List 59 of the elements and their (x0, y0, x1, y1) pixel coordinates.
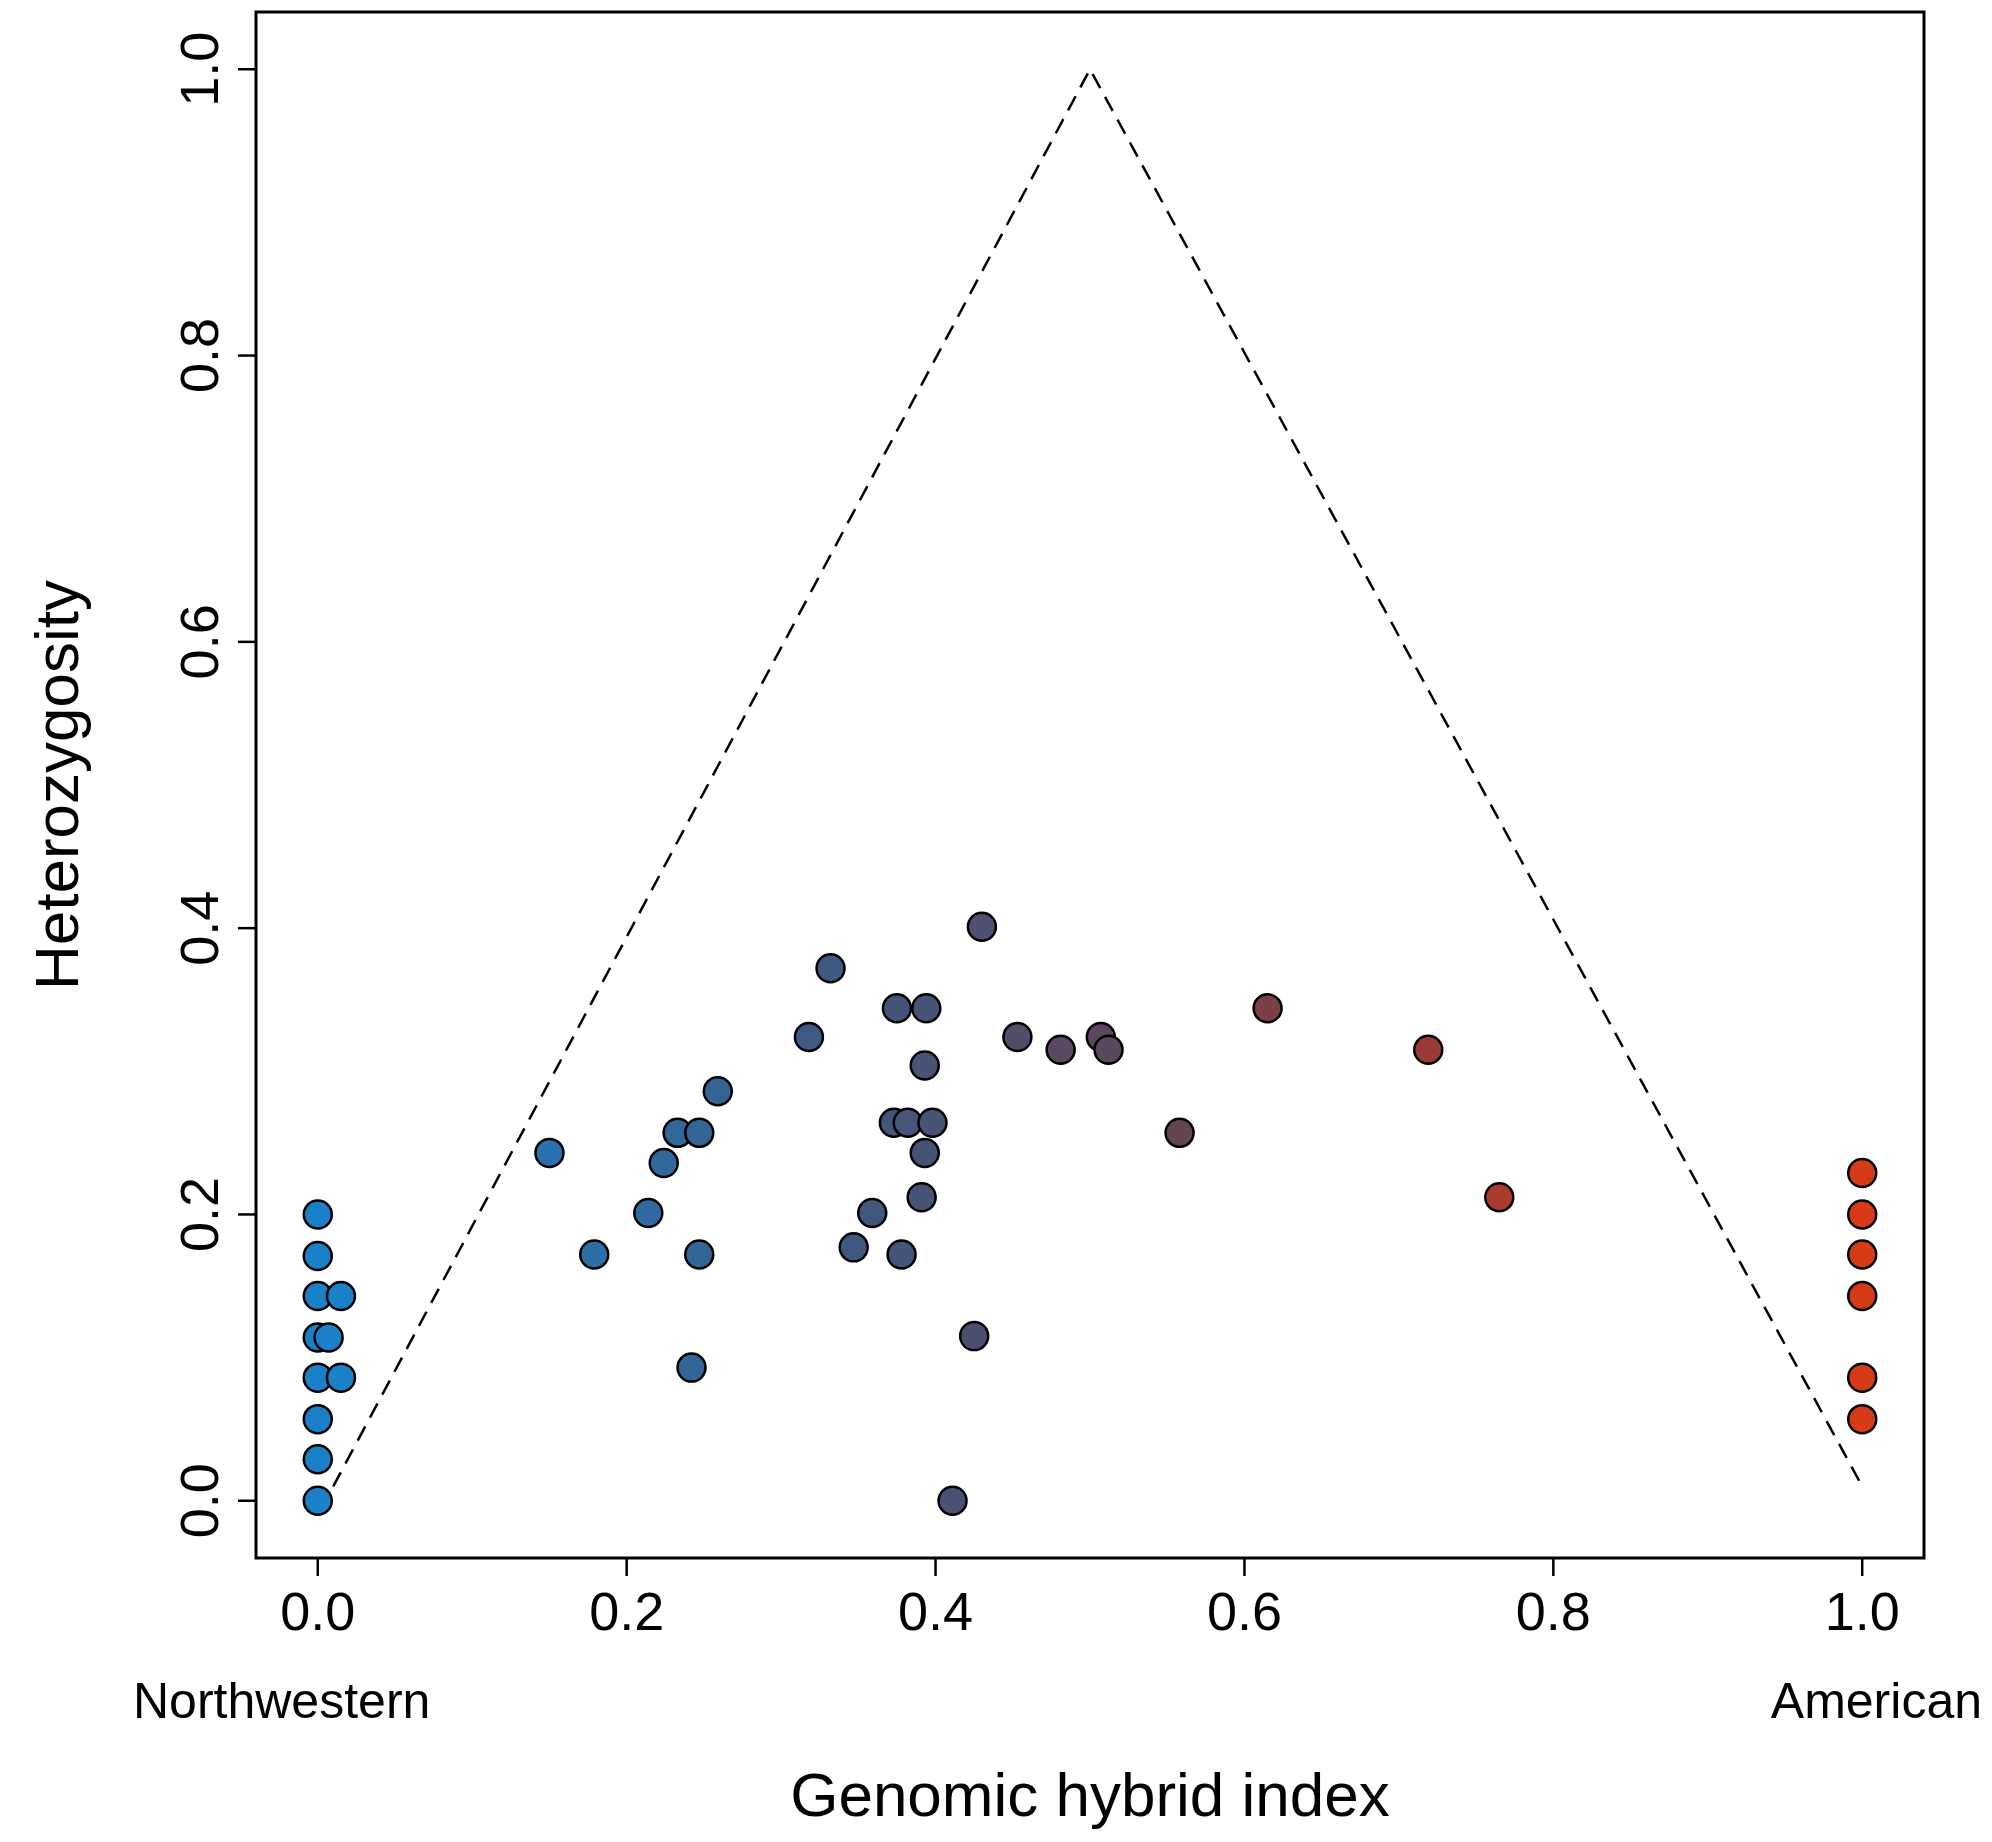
x-tick-label: 1.0 (1824, 1581, 1900, 1641)
point (325, 1280, 357, 1312)
point (648, 1147, 679, 1179)
point (937, 1485, 968, 1516)
y-tick-label: 0.0 (169, 1463, 229, 1539)
point (1484, 1182, 1515, 1213)
point (909, 1050, 940, 1081)
point (702, 1076, 734, 1107)
point (302, 1485, 334, 1516)
point (676, 1352, 707, 1383)
point (684, 1239, 715, 1270)
point (578, 1239, 610, 1270)
point (302, 1199, 334, 1230)
point (1093, 1034, 1124, 1066)
x-tick-label: 0.8 (1515, 1581, 1591, 1641)
point (1846, 1362, 1878, 1393)
point (1164, 1117, 1195, 1149)
x-axis-title: Genomic hybrid index (790, 1760, 1390, 1829)
text: Northwestern (133, 1673, 431, 1729)
point (302, 1403, 334, 1435)
text: American (1770, 1673, 1982, 1729)
point (966, 911, 998, 942)
point (633, 1197, 664, 1229)
point (886, 1239, 917, 1270)
x-tick-label: 0.2 (589, 1581, 665, 1641)
y-tick-label: 0.6 (169, 604, 229, 680)
point (325, 1362, 357, 1393)
point (1412, 1034, 1444, 1066)
point (534, 1137, 565, 1169)
point (917, 1107, 948, 1139)
point (856, 1197, 888, 1229)
y-tick-label: 0.4 (169, 890, 229, 966)
point (302, 1443, 334, 1475)
point (815, 952, 846, 984)
point (838, 1232, 869, 1263)
point (302, 1240, 334, 1272)
x-tick-label: 0.6 (1206, 1581, 1282, 1641)
point (313, 1322, 344, 1353)
point (1846, 1239, 1878, 1270)
point (1846, 1199, 1878, 1230)
point (911, 993, 942, 1024)
point (1252, 993, 1283, 1024)
point (909, 1137, 940, 1169)
point (1846, 1403, 1878, 1435)
y-tick-label: 1.0 (169, 31, 229, 107)
point (958, 1320, 990, 1352)
point (906, 1182, 937, 1213)
point (1002, 1021, 1033, 1053)
point (881, 993, 913, 1024)
point (793, 1021, 825, 1053)
point (1846, 1280, 1878, 1312)
point (1045, 1034, 1076, 1066)
y-tick-label: 0.2 (169, 1176, 229, 1252)
point (1846, 1157, 1878, 1189)
x-tick-label: 0.0 (280, 1581, 356, 1641)
point (684, 1117, 715, 1149)
y-axis-title: Heterozygosity (22, 579, 91, 991)
y-tick-label: 0.8 (169, 318, 229, 394)
x-tick-label: 0.4 (898, 1581, 974, 1641)
